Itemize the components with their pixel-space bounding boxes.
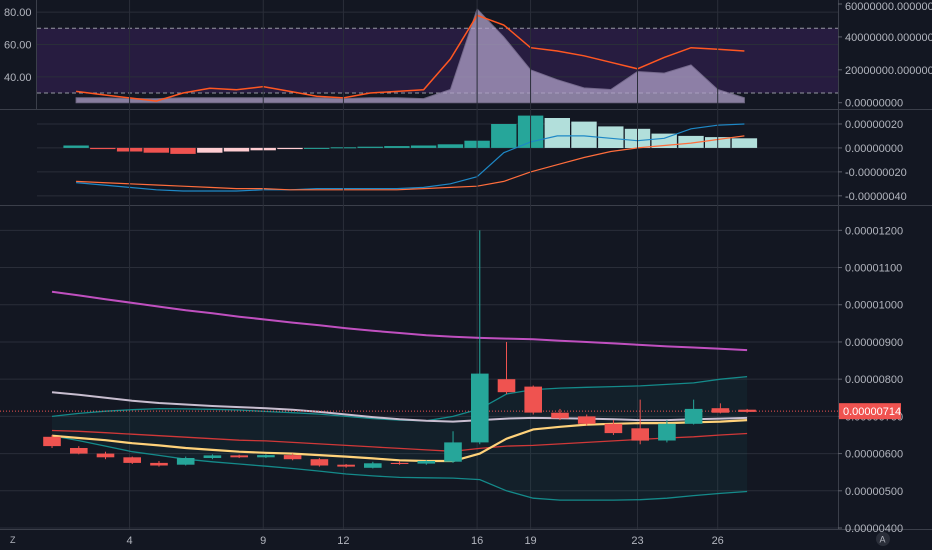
macd-histogram-bar [384, 146, 410, 148]
macd-pane[interactable]: 0.00000020 0.00000000 -0.00000020 -0.000000… [37, 115, 907, 203]
rsi-left-tick-label: 40.00 [4, 72, 32, 84]
candle-body [364, 463, 382, 468]
macd-right-tick-label: 0.00000020 [845, 119, 903, 131]
macd-histogram-bar [277, 147, 303, 150]
time-tick-label: 16 [471, 535, 483, 547]
candle-body [150, 462, 168, 466]
macd-right-tick-label: -0.00000040 [845, 191, 907, 203]
time-tick-label: 4 [127, 535, 133, 547]
macd-histogram-bar [223, 147, 250, 152]
macd-histogram-bar [544, 118, 570, 148]
candle-body [257, 455, 275, 458]
candle-body [123, 457, 141, 463]
price-right-tick-label: 0.00001000 [845, 300, 903, 312]
candle-body [711, 408, 730, 413]
price-right-tick-label: 0.00000400 [845, 523, 903, 535]
last-price-label-bg [839, 403, 901, 420]
candle-body [631, 428, 649, 441]
candle-body [283, 455, 302, 460]
volume-right-tick-label: 20000000.00000000 [845, 65, 932, 77]
macd-line-series [76, 123, 745, 192]
candle-body [658, 423, 676, 441]
macd-histogram-bar [571, 121, 597, 148]
candle-body [604, 423, 623, 434]
time-tick-label: 23 [631, 535, 643, 547]
rsi-line-series [76, 14, 745, 102]
candle-body [230, 455, 248, 458]
bollinger-basis-series [51, 391, 748, 423]
macd-histogram-bar [357, 146, 383, 148]
corner-left-button[interactable]: Z [10, 535, 16, 545]
ma-long-series [51, 290, 748, 352]
price-right-tick-label: 0.00001200 [845, 225, 903, 237]
time-tick-label: 26 [712, 535, 724, 547]
candle-body [70, 448, 88, 454]
time-tick-label: 19 [524, 535, 536, 547]
candle-body [738, 409, 756, 412]
bollinger-lower-series [51, 435, 748, 501]
macd-histogram-bar [410, 145, 437, 148]
time-tick-label: 12 [337, 535, 349, 547]
rsi-volume-pane[interactable]: 80.00 60.00 40.00 60000000.00000000 40000000… [4, 1, 932, 110]
macd-histogram-bar [170, 147, 196, 154]
candle-body [43, 436, 61, 447]
volume-right-tick-label: 0.00000000 [845, 98, 903, 110]
time-axis[interactable]: 4 9 12 16 19 23 26 [127, 535, 724, 547]
macd-histogram-bar [731, 138, 758, 148]
price-pane[interactable]: 0.00001200 0.00001100 0.00001000 0.00000900… [0, 0, 903, 535]
macd-histogram-bar [63, 145, 89, 148]
ma-mid-series [51, 429, 748, 452]
price-right-tick-label: 0.00000500 [845, 486, 903, 498]
ema-series [51, 419, 748, 463]
candle-body [444, 442, 462, 462]
candle-body [337, 464, 355, 467]
macd-signal-series [76, 135, 745, 191]
auto-scale-button-bg[interactable] [876, 532, 890, 546]
candle-body [96, 453, 115, 458]
volume-right-tick-label: 60000000.00000000 [845, 1, 932, 13]
macd-histogram-bar [598, 126, 624, 148]
candle-body [684, 408, 703, 424]
candle-body [203, 455, 222, 458]
macd-histogram-bar [491, 124, 517, 148]
candle-body [417, 461, 436, 464]
price-right-tick-label: 0.00000900 [845, 337, 903, 349]
candle-body [390, 462, 409, 464]
macd-histogram-bar [678, 135, 704, 148]
candle-body [524, 386, 542, 413]
candle-body [497, 379, 516, 393]
candle-body [551, 412, 569, 419]
price-right-tick-label: 0.00000800 [845, 374, 903, 386]
macd-histogram-bar [143, 147, 169, 153]
macd-histogram-bar [90, 147, 116, 150]
candle-body [310, 459, 329, 466]
price-right-tick-label: 0.00001100 [845, 263, 902, 275]
macd-histogram-bar [437, 144, 464, 148]
volume-right-tick-label: 40000000.00000000 [845, 32, 932, 44]
macd-right-tick-label: -0.00000020 [845, 167, 907, 179]
rsi-left-tick-label: 80.00 [4, 7, 32, 19]
price-right-tick-label: 0.00000600 [845, 449, 903, 461]
rsi-left-tick-label: 60.00 [4, 39, 32, 51]
bollinger-band-fill [52, 376, 748, 501]
time-tick-label: 9 [260, 535, 266, 547]
macd-histogram-bar [197, 147, 223, 153]
auto-scale-button[interactable]: A [880, 535, 886, 545]
last-price-label: 0.00000714 [843, 406, 901, 418]
macd-histogram-bar [304, 147, 330, 149]
macd-right-tick-label: 0.00000000 [845, 143, 903, 155]
candle-body [176, 458, 195, 465]
volume-area-series [75, 7, 745, 104]
candle-body [577, 416, 596, 424]
candle-body [471, 373, 489, 443]
